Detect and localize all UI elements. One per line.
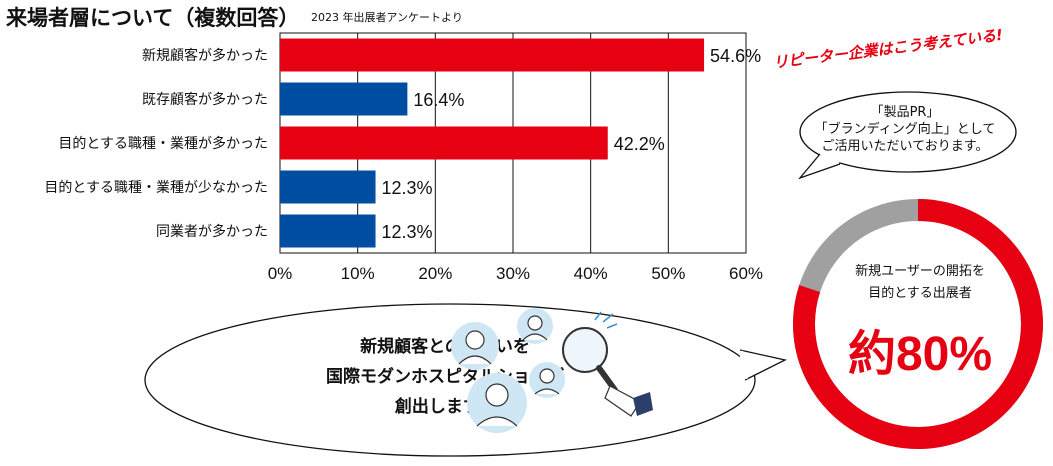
category-label: 同業者が多かった	[156, 223, 268, 240]
x-tick-label: 50%	[651, 264, 685, 283]
bar	[280, 214, 376, 248]
person-icon	[517, 308, 553, 344]
data-label: 54.6%	[710, 46, 761, 66]
donut-chart: 新規ユーザーの開拓を 目的とする出展者 約80%	[790, 194, 1050, 454]
person-icon	[529, 362, 565, 398]
x-tick-label: 30%	[496, 264, 530, 283]
x-tick-label: 40%	[574, 264, 608, 283]
bar	[280, 38, 705, 72]
category-label: 目的とする職種・業種が多かった	[58, 135, 268, 152]
person-icon	[451, 322, 499, 370]
callout-line-2: 「ブランディング向上」としてご活用いただいております。	[814, 122, 996, 154]
callout-line-1: 「製品PR」	[870, 105, 940, 120]
category-label: 目的とする職種・業種が少なかった	[44, 180, 268, 196]
data-label: 12.3%	[382, 178, 433, 198]
people-illustration	[451, 308, 653, 433]
data-label: 16.4%	[413, 90, 464, 110]
magnifier-icon	[562, 311, 653, 417]
bar-chart: 0% 10% 20% 30% 40% 50% 60% 新規顧客が多かった 54.6% 既存顧客が多…	[44, 32, 763, 283]
category-label: 既存顧客が多かった	[142, 91, 268, 108]
donut-ring	[793, 199, 1043, 449]
bar	[280, 170, 376, 204]
x-tick-label: 20%	[418, 264, 452, 283]
page-title: 来場者層について（複数回答）	[6, 6, 300, 30]
data-label: 12.3%	[382, 222, 433, 242]
donut-segment	[793, 199, 1043, 449]
x-tick-label: 10%	[341, 264, 375, 283]
chart-subtitle: 2023 年出展者アンケートより	[311, 11, 463, 24]
donut-value: 約80%	[847, 328, 993, 381]
bar	[280, 82, 408, 116]
category-label: 新規顧客が多かった	[142, 47, 268, 64]
repeater-tagline: リピーター企業はこう考えている!	[772, 25, 1004, 72]
x-tick-label: 0%	[268, 264, 293, 283]
bar	[280, 126, 608, 160]
speech-bubble-top: 「製品PR」 「ブランディング向上」としてご活用いただいております。	[790, 88, 1020, 180]
data-label: 42.2%	[614, 134, 665, 154]
donut-label-line-1: 新規ユーザーの開拓を	[855, 264, 985, 279]
x-tick-label: 60%	[729, 264, 763, 283]
speech-bubble-shape	[797, 91, 1017, 180]
person-icon	[467, 373, 527, 433]
donut-label-line-2: 目的とする出展者	[868, 286, 972, 301]
